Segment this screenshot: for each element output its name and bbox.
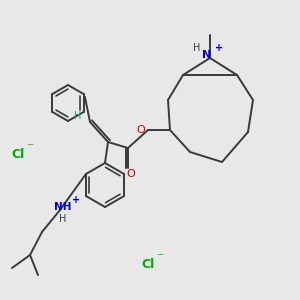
Text: Cl: Cl bbox=[141, 259, 154, 272]
Text: +: + bbox=[72, 195, 80, 205]
Text: NH: NH bbox=[54, 202, 72, 212]
Text: O: O bbox=[136, 125, 146, 135]
Text: Cl: Cl bbox=[11, 148, 25, 161]
Text: H: H bbox=[59, 214, 67, 224]
Text: H: H bbox=[74, 111, 82, 121]
Text: N: N bbox=[202, 50, 211, 60]
Text: O: O bbox=[127, 169, 135, 179]
Text: +: + bbox=[215, 43, 223, 53]
Text: ⁻: ⁻ bbox=[156, 251, 164, 265]
Text: H: H bbox=[193, 43, 201, 53]
Text: ⁻: ⁻ bbox=[26, 141, 34, 155]
